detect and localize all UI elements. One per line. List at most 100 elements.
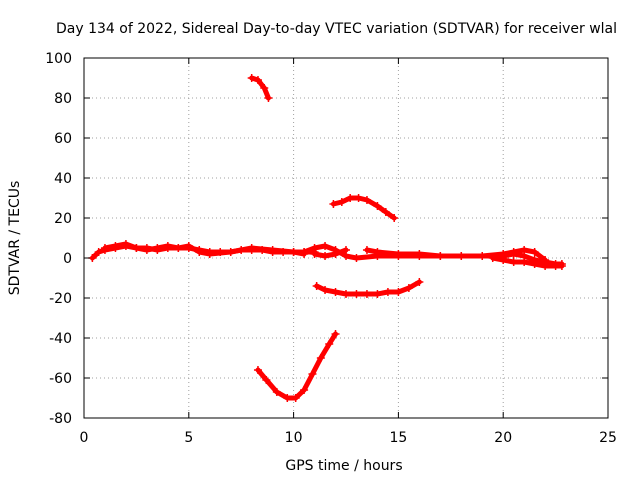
- data-point: [373, 248, 382, 256]
- data-point: [111, 242, 120, 250]
- data-point: [488, 254, 497, 262]
- y-tick-label: -80: [49, 411, 72, 427]
- series-arc-top: [247, 74, 273, 102]
- data-point: [321, 286, 330, 294]
- y-axis-label: SDTVAR / TECUs: [7, 181, 23, 296]
- y-tick-label: 60: [54, 131, 72, 147]
- data-point: [184, 242, 193, 250]
- data-point: [247, 244, 256, 252]
- series-line: [312, 247, 349, 259]
- y-tick-label: 80: [54, 91, 72, 107]
- axis-ticks: 0 5 10 15 20 25 -80 -60 -40 -20 0 20 40 60 80 100: [45, 51, 617, 446]
- data-point: [253, 366, 262, 374]
- data-point: [94, 248, 103, 256]
- data-point: [509, 248, 518, 256]
- x-axis-label: GPS time / hours: [285, 458, 402, 474]
- data-point: [352, 254, 361, 262]
- data-point: [499, 256, 508, 264]
- data-point: [404, 284, 413, 292]
- chart-title: Day 134 of 2022, Sidereal Day-to-day VTE…: [56, 21, 617, 37]
- y-tick-label: 20: [54, 211, 72, 227]
- y-tick-label: -60: [49, 371, 72, 387]
- series-line: [102, 241, 307, 257]
- series-arc-mid-c: [362, 246, 550, 264]
- data-point: [325, 340, 334, 348]
- data-point: [272, 388, 281, 396]
- data-point: [205, 250, 214, 258]
- data-point: [415, 278, 424, 286]
- data-point: [308, 370, 317, 378]
- data-point: [321, 252, 330, 260]
- data-point: [342, 290, 350, 298]
- data-point: [362, 290, 371, 298]
- data-point: [316, 354, 325, 362]
- data-point: [383, 288, 392, 296]
- data-point: [362, 246, 371, 254]
- series-arc-bottom: [253, 330, 340, 402]
- data-point: [247, 74, 256, 82]
- data-point: [195, 248, 204, 256]
- data-point: [260, 84, 269, 92]
- data-point: [283, 394, 292, 402]
- data-point: [226, 248, 235, 256]
- series-line: [255, 331, 338, 401]
- x-tick-label: 5: [184, 430, 193, 446]
- data-point: [289, 248, 298, 256]
- y-tick-label: -40: [49, 331, 72, 347]
- data-point: [142, 246, 151, 254]
- data-point: [262, 376, 271, 384]
- data-point: [373, 290, 382, 298]
- data-point: [121, 240, 130, 248]
- data-point: [331, 330, 340, 338]
- data-point: [310, 250, 319, 258]
- data-point: [520, 246, 529, 254]
- data-point: [100, 244, 109, 252]
- data-point: [312, 282, 321, 290]
- data-point: [557, 262, 566, 270]
- plot-frame: [83, 57, 609, 419]
- x-tick-label: 25: [599, 430, 617, 446]
- data-point: [174, 244, 183, 252]
- data-point: [342, 246, 350, 254]
- y-tick-label: -20: [49, 291, 72, 307]
- data-point: [153, 244, 162, 252]
- x-tick-label: 15: [389, 430, 407, 446]
- data-point: [268, 246, 277, 254]
- data-point: [337, 198, 346, 206]
- data-point: [394, 250, 403, 258]
- y-tick-label: 40: [54, 171, 72, 187]
- data-point: [457, 252, 466, 260]
- data-point: [373, 202, 382, 210]
- data-point: [530, 260, 539, 268]
- data-point: [291, 394, 300, 402]
- data-point: [352, 290, 361, 298]
- data-point: [520, 258, 529, 266]
- series-arc-plus20: [329, 194, 399, 222]
- series-arc-mid-b: [310, 246, 350, 260]
- data-point: [436, 252, 445, 260]
- data-point: [415, 250, 424, 258]
- series-arc-main-b: [100, 240, 309, 258]
- data-point: [381, 208, 390, 216]
- data-point: [331, 250, 340, 258]
- series-line: [249, 75, 271, 101]
- y-tick-label: 100: [45, 51, 72, 67]
- data-point: [541, 262, 550, 270]
- y-tick-label: 0: [63, 251, 72, 267]
- series-arc-minus18: [312, 278, 424, 298]
- x-tick-label: 10: [285, 430, 303, 446]
- data-point: [509, 258, 518, 266]
- data-point: [530, 248, 539, 256]
- data-point: [321, 242, 330, 250]
- data-point: [394, 288, 403, 296]
- data-point: [300, 248, 309, 256]
- x-tick-label: 0: [80, 430, 89, 446]
- series-arc-low-c: [488, 254, 566, 270]
- data-point: [478, 252, 487, 260]
- data-point: [132, 244, 141, 252]
- x-tick-label: 20: [494, 430, 512, 446]
- data-point: [390, 214, 399, 222]
- data-point: [253, 76, 262, 84]
- data-point: [300, 386, 309, 394]
